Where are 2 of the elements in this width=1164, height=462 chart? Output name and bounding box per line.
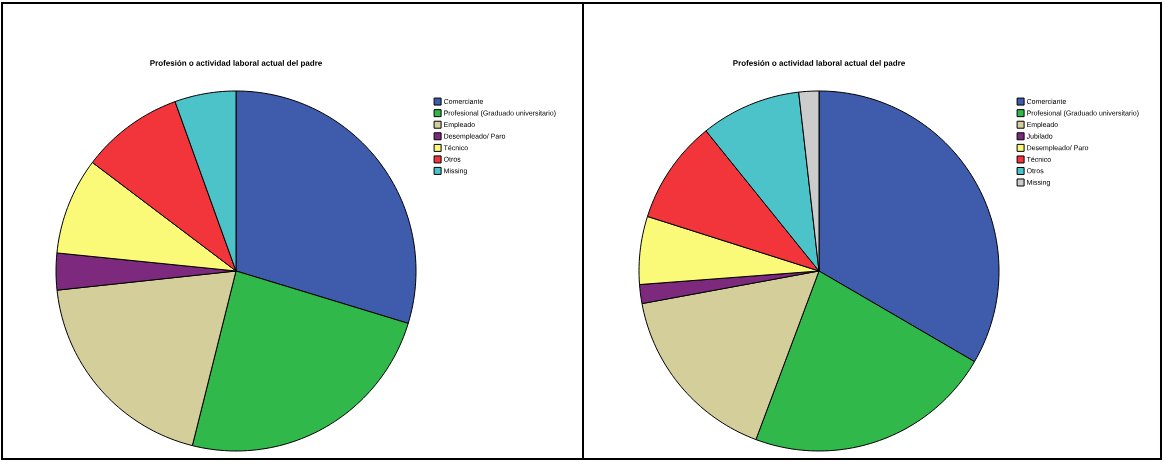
chart-title: Profesión o actividad laboral actual del padre — [733, 59, 905, 68]
chart-title: Profesión o actividad laboral actual del padre — [150, 59, 322, 68]
